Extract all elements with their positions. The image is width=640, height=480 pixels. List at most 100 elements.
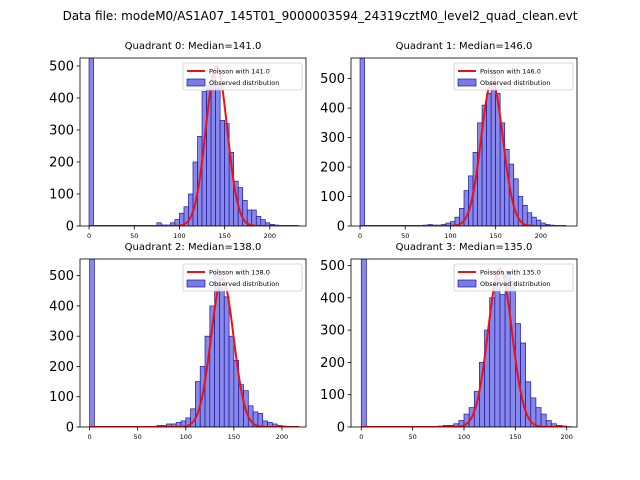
subplot-quadrant-0: Quadrant 0: Median=141.0 0 50 100 150 200 0 100…: [49, 41, 307, 240]
y-tick-label: 300: [320, 131, 345, 146]
legend-fit-label: Poisson with 135.0: [480, 269, 541, 277]
x-tick-label: 100: [173, 232, 185, 240]
legend-bar-swatch: [457, 78, 477, 87]
subplot-title: Quadrant 2: Median=138.0: [125, 242, 262, 253]
y-tick-label: 200: [49, 360, 74, 375]
subplot-quadrant-2: Quadrant 2: Median=138.0 0 50 100 150 200 0 100…: [49, 242, 307, 441]
histogram-bar: [251, 209, 257, 226]
legend-frame: [182, 263, 303, 292]
histogram-bar: [513, 178, 519, 226]
y-tick-label: 300: [49, 330, 74, 345]
subplot-title: Quadrant 0: Median=141.0: [125, 41, 262, 52]
legend-bar-swatch: [457, 279, 477, 288]
y-tick-label: 100: [49, 390, 74, 405]
y-tick-label: 200: [49, 156, 74, 171]
histogram-bar: [540, 413, 547, 427]
histogram-bar: [228, 335, 235, 427]
x-tick-label: 150: [228, 433, 240, 441]
x-tick-label: 150: [489, 232, 501, 240]
x-tick-label: 150: [218, 232, 230, 240]
legend-bar-swatch: [186, 78, 206, 87]
histogram-bar: [89, 259, 95, 427]
y-tick-label: 300: [320, 324, 345, 339]
histogram-bar: [215, 84, 221, 226]
subplot-quadrant-3: Quadrant 3: Median=135.0 0 50 100 150 200 0 100…: [320, 242, 578, 441]
x-tick-label: 200: [276, 433, 288, 441]
poisson-fit-line: [360, 80, 567, 226]
legend-frame: [453, 62, 574, 91]
y-tick-label: 300: [49, 124, 74, 139]
legend-observed-label: Observed distribution: [480, 280, 550, 288]
legend-fit-label: Poisson with 146.0: [480, 68, 541, 76]
x-tick-label: 0: [87, 232, 91, 240]
histogram-bar: [257, 413, 264, 427]
legend-frame: [453, 263, 574, 292]
histogram-bar: [88, 58, 94, 226]
subplot-title: Quadrant 1: Median=146.0: [396, 41, 533, 52]
x-tick-label: 0: [88, 433, 92, 441]
plot-area: [88, 58, 299, 226]
legend-fit-label: Poisson with 138.0: [209, 269, 270, 277]
y-tick-label: 400: [320, 102, 345, 117]
legend-frame: [182, 62, 303, 91]
histogram-bar: [531, 216, 537, 226]
legend-observed-label: Observed distribution: [209, 280, 279, 288]
plot-area: [360, 259, 573, 427]
histogram-bar: [360, 259, 367, 427]
y-tick-label: 0: [337, 220, 345, 235]
y-tick-label: 100: [320, 388, 345, 403]
y-tick-label: 500: [320, 259, 345, 274]
histogram-bar: [359, 58, 365, 226]
histogram-bar: [526, 212, 533, 226]
subplot-title: Quadrant 3: Median=135.0: [396, 242, 533, 253]
legend-fit-label: Poisson with 141.0: [209, 68, 270, 76]
x-tick-label: 100: [180, 433, 192, 441]
y-tick-label: 0: [66, 220, 74, 235]
legend-observed-label: Observed distribution: [480, 79, 550, 87]
legend: Poisson with 141.0 Observed distribution: [182, 62, 303, 91]
x-tick-label: 200: [535, 232, 547, 240]
y-tick-label: 100: [320, 190, 345, 205]
histogram-bar: [210, 75, 216, 226]
y-tick-label: 100: [49, 188, 74, 203]
x-tick-label: 50: [134, 433, 142, 441]
x-tick-label: 200: [264, 232, 276, 240]
histogram-bar: [219, 287, 225, 427]
histogram-bar: [223, 296, 230, 427]
figure-suptitle: Data file: modeM0/AS1A07_145T01_90000035…: [63, 9, 578, 23]
y-tick-label: 0: [66, 421, 74, 436]
histogram-bar: [499, 294, 506, 427]
x-tick-label: 0: [358, 232, 362, 240]
histogram-bar: [156, 222, 162, 226]
axes-frame: [79, 57, 307, 227]
legend: Poisson with 138.0 Observed distribution: [182, 263, 303, 292]
x-tick-label: 0: [359, 433, 363, 441]
histogram-bar: [535, 407, 542, 427]
x-tick-label: 50: [408, 433, 416, 441]
legend-observed-label: Observed distribution: [209, 79, 279, 87]
y-tick-label: 400: [49, 92, 74, 107]
histogram-bar: [490, 72, 496, 226]
poisson-fit-line: [361, 267, 567, 427]
x-tick-label: 100: [458, 433, 470, 441]
legend: Poisson with 135.0 Observed distribution: [453, 263, 574, 292]
y-tick-label: 500: [49, 60, 74, 75]
axes-frame: [79, 258, 307, 428]
axes-frame: [350, 57, 578, 227]
y-tick-label: 400: [320, 291, 345, 306]
x-tick-label: 50: [130, 232, 138, 240]
x-tick-label: 200: [561, 433, 573, 441]
histogram-bar: [219, 120, 225, 226]
x-tick-label: 50: [401, 232, 409, 240]
y-tick-label: 500: [49, 269, 74, 284]
y-tick-label: 500: [320, 72, 345, 87]
subplot-grid: Quadrant 0: Median=141.0 0 50 100 150 200 0 100…: [49, 41, 578, 441]
histogram-bar: [255, 216, 262, 226]
subplot-quadrant-1: Quadrant 1: Median=146.0 0 50 100 150 200 0 100…: [320, 41, 578, 240]
y-tick-label: 200: [320, 161, 345, 176]
legend: Poisson with 146.0 Observed distribution: [453, 62, 574, 91]
legend-bar-swatch: [186, 279, 206, 288]
histogram-bar: [486, 93, 492, 226]
histogram-bar: [494, 278, 501, 427]
